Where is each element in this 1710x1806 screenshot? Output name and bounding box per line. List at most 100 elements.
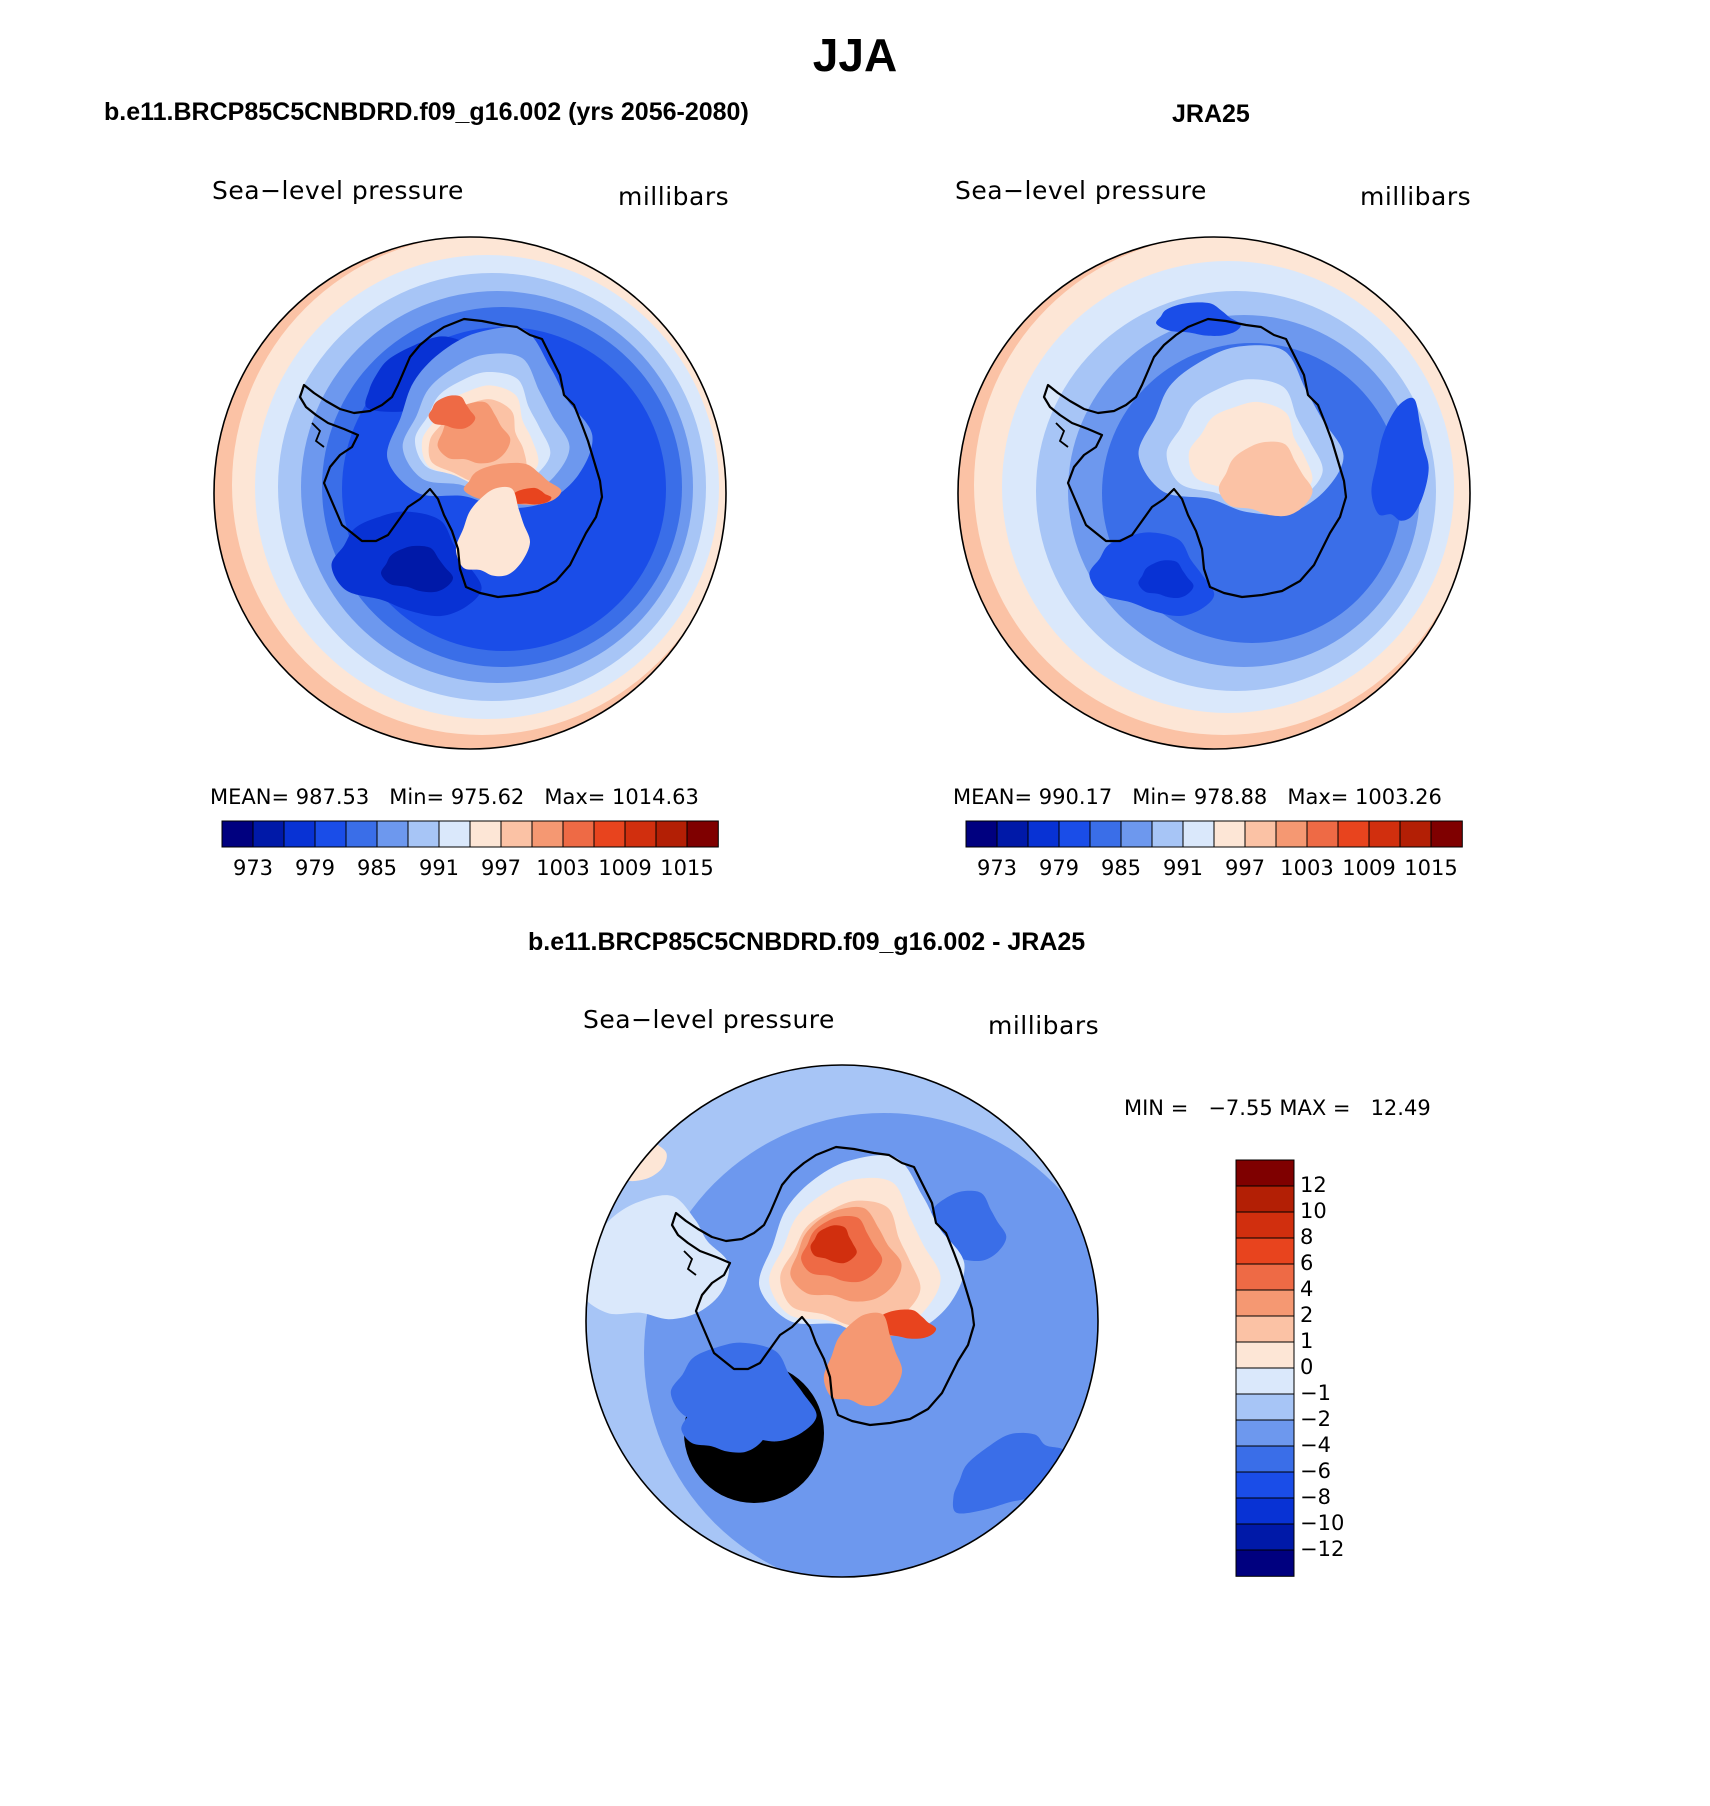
antarctica-coastline [670,1145,976,1427]
colorbar-box [1235,1289,1295,1317]
colorbar-box [624,820,657,848]
colorbar-tick-label: −4 [1300,1433,1331,1457]
diff-colorbar-ticks: 12 10 8 6 4 2 1 0 −1 −2 −4 −6 −8 −10 −12 [1300,1160,1390,1576]
pressure-contour [1138,560,1194,599]
antarctica-coastline [298,317,604,599]
colorbar-box [1120,820,1153,848]
model-units-label: millibars [618,182,730,211]
colorbar-box [996,820,1029,848]
colorbar-box [1430,820,1463,848]
colorbar-box [1235,1159,1295,1187]
obs-max-value: 1003.26 [1355,785,1442,809]
pressure-contour [586,1119,667,1182]
colorbar-tick-label: 997 [1224,856,1266,880]
obs-stats: MEAN= 990.17 Min= 978.88 Max= 1003.26 [953,785,1442,809]
obs-colorbar-ticks: 973 979 985 991 997 1003 1009 1015 [966,856,1462,886]
colorbar-box [1235,1445,1295,1473]
colorbar-box [965,820,998,848]
peninsula-coast [311,422,325,448]
colorbar-box [345,820,378,848]
colorbar-tick-label: 2 [1300,1303,1314,1327]
colorbar-tick-label: 997 [480,856,522,880]
colorbar-box [469,820,502,848]
colorbar-tick-label: −8 [1300,1485,1331,1509]
pressure-contour [1371,397,1429,521]
colorbar-tick-label: 985 [1100,856,1142,880]
colorbar-tick-label: 1009 [1342,856,1396,880]
model-mean-label: MEAN= [210,785,290,809]
colorbar-box [1235,1341,1295,1369]
colorbar-tick-label: −12 [1300,1537,1345,1561]
obs-units-label: millibars [1360,182,1472,211]
pressure-contour [428,395,476,429]
colorbar-box [1235,1237,1295,1265]
colorbar-tick-label: 10 [1300,1199,1327,1223]
colorbar-box [1368,820,1401,848]
colorbar-tick-label: 991 [1162,856,1204,880]
colorbar-box [655,820,688,848]
colorbar-box [1027,820,1060,848]
colorbar-box [1213,820,1246,848]
diff-units-label: millibars [988,1011,1100,1040]
map-boundary [213,236,727,750]
diff-variable-label: Sea−level pressure [583,1005,835,1034]
colorbar-tick-label: 973 [976,856,1018,880]
map-field [214,237,726,749]
map-field [586,1065,1098,1577]
colorbar-tick-label: −1 [1300,1381,1331,1405]
pressure-contour [1156,302,1241,336]
diff-case-title: b.e11.BRCP85C5CNBDRD.f09_g16.002 - JRA25 [528,928,1086,956]
diff-min-label: MIN = [1124,1096,1189,1120]
obs-case-title: JRA25 [1172,100,1250,128]
colorbar-tick-label: 985 [356,856,398,880]
obs-variable-label: Sea−level pressure [955,176,1207,205]
colorbar-tick-label: 973 [232,856,274,880]
colorbar-tick-label: 979 [1038,856,1080,880]
colorbar-box [1235,1367,1295,1395]
obs-max-label: Max= [1287,785,1349,809]
colorbar-tick-label: −2 [1300,1407,1331,1431]
pressure-contour [508,487,552,505]
colorbar-box [1275,820,1308,848]
colorbar-tick-label: 1003 [536,856,590,880]
colorbar-tick-label: 1015 [1404,856,1458,880]
colorbar-tick-label: 1 [1300,1329,1314,1353]
model-colorbar-ticks: 973 979 985 991 997 1003 1009 1015 [222,856,718,886]
model-case-title: b.e11.BRCP85C5CNBDRD.f09_g16.002 (yrs 20… [104,98,749,126]
south-america-coast [231,364,239,386]
colorbar-box [314,820,347,848]
colorbar-tick-label: 991 [418,856,460,880]
colorbar-tick-label: 4 [1300,1277,1314,1301]
pressure-contour [810,1225,857,1264]
diff-polar-map [585,1064,1099,1578]
colorbar-box [562,820,595,848]
diff-stats: MIN = −7.55 MAX = 12.49 [1124,1096,1431,1120]
south-america-coast [975,364,983,386]
map-field [958,237,1470,749]
colorbar-box [221,820,254,848]
colorbar-box [376,820,409,848]
diff-max-value: 12.49 [1370,1096,1431,1120]
model-polar-map [213,236,727,750]
antarctica-coastline [1042,317,1348,599]
colorbar-box [1089,820,1122,848]
pressure-contour [823,1312,903,1407]
diff-max-label: MAX = [1279,1096,1351,1120]
colorbar-box [1235,1211,1295,1239]
map-boundary [957,236,1471,750]
model-min-value: 975.62 [450,785,525,809]
colorbar-box [1235,1549,1295,1577]
colorbar-box [1235,1497,1295,1525]
obs-mean-value: 990.17 [1038,785,1113,809]
model-mean-value: 987.53 [295,785,370,809]
peninsula-coast [683,1250,697,1276]
model-min-label: Min= [389,785,445,809]
colorbar-box [1235,1315,1295,1343]
obs-colorbar [965,820,1463,848]
colorbar-box [1244,820,1277,848]
model-max-label: Max= [544,785,606,809]
colorbar-tick-label: −10 [1300,1511,1345,1535]
pressure-contour [381,545,454,593]
colorbar-box [1235,1419,1295,1447]
colorbar-tick-label: −6 [1300,1459,1331,1483]
